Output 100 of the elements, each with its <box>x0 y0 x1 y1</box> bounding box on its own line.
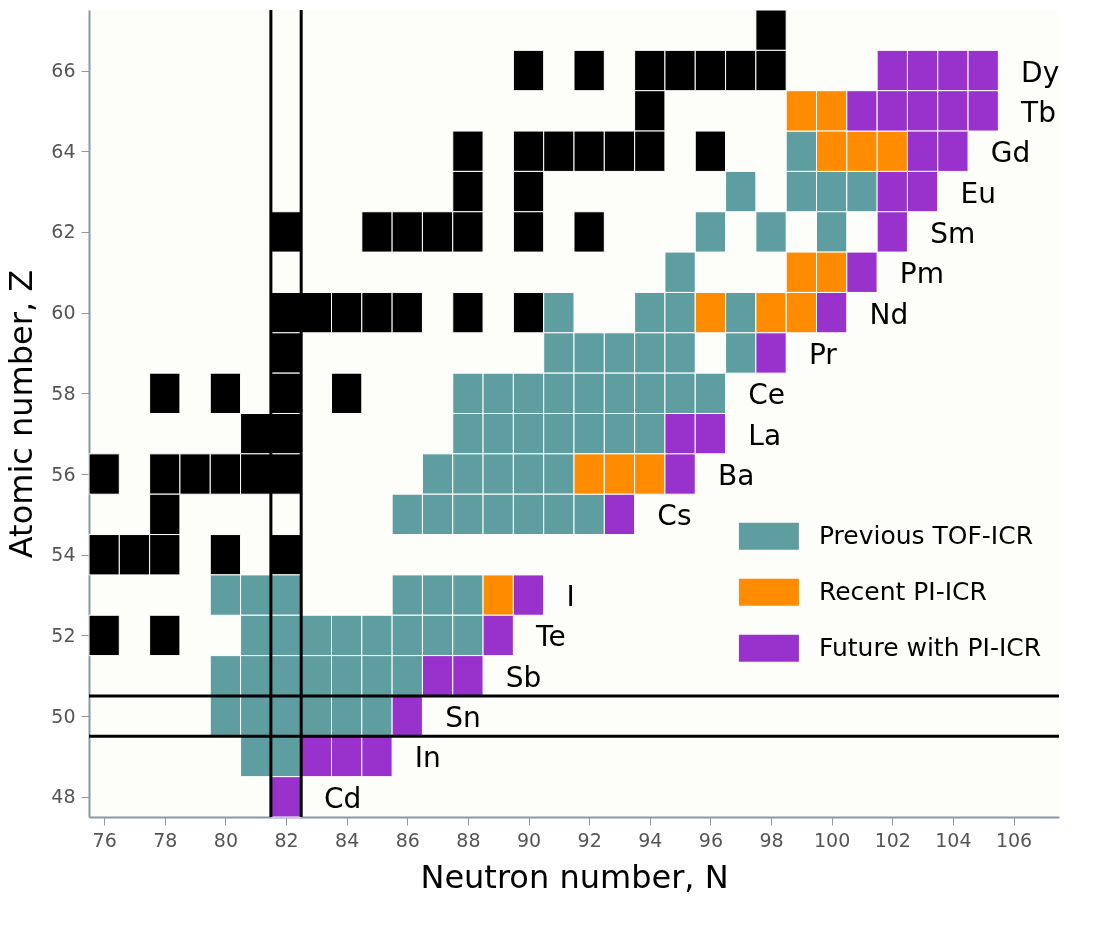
legend-label: Previous TOF-ICR <box>818 521 1034 551</box>
point <box>88 453 120 495</box>
point <box>816 251 848 293</box>
point <box>816 90 848 132</box>
legend-label: Recent PI-ICR <box>818 577 987 607</box>
point <box>512 211 545 253</box>
point <box>967 90 999 132</box>
point <box>573 130 605 172</box>
point <box>573 211 605 253</box>
point <box>512 170 545 213</box>
point <box>725 49 757 92</box>
x-tick-label: 90 <box>516 828 542 851</box>
point <box>664 413 696 455</box>
point <box>331 372 363 414</box>
x-tick-label: 82 <box>274 828 299 851</box>
point <box>573 49 605 92</box>
y-tick-label: 52 <box>51 623 76 646</box>
point <box>452 211 484 253</box>
x-tick-label: 106 <box>995 828 1033 851</box>
point <box>694 291 727 334</box>
legend-label: Future with PI-ICR <box>818 633 1042 663</box>
point <box>88 614 120 657</box>
point <box>603 130 636 172</box>
point <box>452 130 484 172</box>
point <box>391 291 423 334</box>
annotation: Nd <box>869 297 909 331</box>
annotation: Cs <box>657 499 692 533</box>
annotation: Tb <box>1020 95 1056 129</box>
point <box>634 49 666 92</box>
x-tick-label: 102 <box>874 828 911 851</box>
point <box>755 332 787 374</box>
x-axis-title: Neutron number, N <box>420 857 729 896</box>
x-tick-label: 88 <box>456 828 481 851</box>
point <box>664 49 696 92</box>
point <box>785 251 817 293</box>
point <box>603 493 636 536</box>
point <box>149 453 181 495</box>
x-tick-label: 86 <box>395 828 420 851</box>
point <box>967 49 999 92</box>
point <box>906 130 939 172</box>
point <box>634 90 666 132</box>
point <box>149 614 181 657</box>
annotation: Gd <box>990 136 1031 170</box>
x-tick-label: 96 <box>698 828 723 851</box>
point <box>603 453 636 495</box>
point <box>209 534 242 576</box>
annotation: Ce <box>748 378 786 412</box>
annotation: Sm <box>930 216 976 250</box>
point <box>846 130 878 172</box>
annotation: Cd <box>323 781 362 815</box>
x-tick-label: 94 <box>638 828 663 851</box>
point <box>421 211 454 253</box>
point <box>209 453 242 495</box>
point <box>421 655 454 697</box>
point <box>694 49 727 92</box>
x-tick-label: 78 <box>153 828 178 851</box>
point <box>331 291 363 334</box>
point <box>361 291 393 334</box>
point <box>785 291 817 334</box>
point <box>88 534 120 576</box>
point <box>634 130 666 172</box>
point <box>755 9 787 51</box>
point <box>452 291 484 334</box>
point <box>876 211 908 253</box>
point <box>512 49 545 92</box>
point <box>906 49 939 92</box>
point <box>876 130 908 172</box>
point <box>149 493 181 536</box>
annotation: Pm <box>899 257 945 291</box>
point <box>755 49 787 92</box>
point <box>512 574 545 616</box>
point <box>785 90 817 132</box>
annotation: Te <box>535 620 566 654</box>
x-tick-label: 84 <box>335 828 360 851</box>
point <box>391 695 423 737</box>
annotation: In <box>414 741 441 775</box>
annotation: Eu <box>960 176 996 210</box>
point <box>937 49 969 92</box>
point <box>876 170 908 213</box>
point <box>694 413 727 455</box>
point <box>634 453 666 495</box>
point <box>816 130 848 172</box>
annotation: I <box>566 580 575 614</box>
point <box>512 130 545 172</box>
y-tick-label: 62 <box>51 220 76 243</box>
point <box>149 534 181 576</box>
x-tick-label: 80 <box>213 828 238 851</box>
point <box>937 90 969 132</box>
point <box>846 251 878 293</box>
y-tick-label: 50 <box>51 704 76 727</box>
point <box>482 574 514 616</box>
annotation: Ba <box>717 459 755 493</box>
point <box>118 534 151 576</box>
x-tick-label: 100 <box>814 828 851 851</box>
point <box>482 614 514 657</box>
point <box>452 170 484 213</box>
annotation: Pr <box>808 337 838 371</box>
point <box>846 90 878 132</box>
point <box>816 291 848 334</box>
x-tick-label: 104 <box>935 828 972 851</box>
